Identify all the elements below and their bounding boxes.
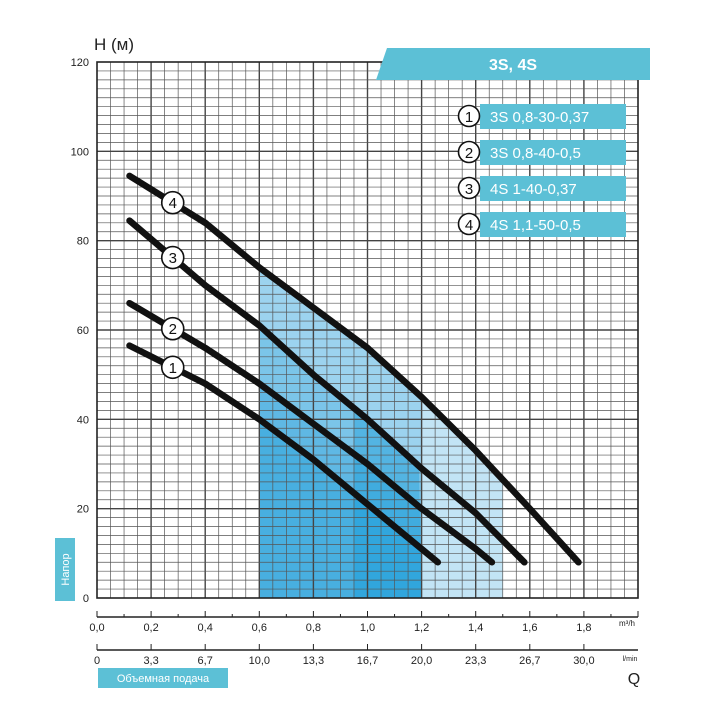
legend-item-2: 2 3S 0,8-40-0,5 xyxy=(457,140,626,165)
legend-item-1: 1 3S 0,8-30-0,37 xyxy=(457,104,626,129)
x-tick-label: 0,4 xyxy=(198,622,213,634)
lmin-tick-label: 3,3 xyxy=(143,655,158,667)
x-unit-lmin: l/min xyxy=(623,656,638,663)
legend-label-2: 3S 0,8-40-0,5 xyxy=(490,145,581,162)
y-tick-label: 80 xyxy=(77,236,89,248)
curve-marker-label-1: 1 xyxy=(169,360,177,377)
title-banner xyxy=(376,48,650,80)
x-unit-m3h: m³/h xyxy=(619,619,635,628)
x-tick-label: 0,2 xyxy=(143,622,158,634)
lmin-tick-label: 30,0 xyxy=(573,655,594,667)
curve-marker-1 xyxy=(160,355,185,380)
y-label-tab xyxy=(55,538,75,601)
lmin-tick-label: 23,3 xyxy=(465,655,486,667)
y-label-vertical: Напор xyxy=(60,553,72,585)
x-tick-label: 1,4 xyxy=(468,622,483,634)
x-axis-letter: Q xyxy=(628,671,640,688)
y-tick-label: 100 xyxy=(71,146,89,158)
y-tick-label: 0 xyxy=(83,593,89,605)
plot-frame xyxy=(96,61,639,599)
chart-title: 3S, 4S xyxy=(489,57,537,74)
x-label-tab xyxy=(98,668,228,688)
curve-markers: 1 2 3 4 xyxy=(160,190,185,380)
y-tick-label: 60 xyxy=(77,325,89,337)
x-label: Объемная подача xyxy=(117,673,210,685)
legend-number-1: 1 xyxy=(465,109,473,126)
legend: 1 3S 0,8-30-0,37 2 3S 0,8-40-0,5 3 4S 1-… xyxy=(457,104,626,237)
legend-label-3: 4S 1-40-0,37 xyxy=(490,181,577,198)
tick-labels: 0,0 0,2 0,4 0,6 0,8 1,0 1,2 1,4 1,6 1,8 0 3,3 6,7 10,… xyxy=(71,57,595,667)
curve-marker-label-2: 2 xyxy=(169,321,177,338)
curve-marker-label-3: 3 xyxy=(169,250,177,267)
lmin-tick-label: 16,7 xyxy=(357,655,378,667)
x-tick-label: 0,8 xyxy=(306,622,321,634)
series-line-1 xyxy=(126,342,442,566)
lmin-tick-label: 10,0 xyxy=(249,655,270,667)
lmin-tick-label: 13,3 xyxy=(303,655,324,667)
curve-marker-3 xyxy=(160,245,185,270)
x-tick-label: 1,6 xyxy=(522,622,537,634)
curve-marker-4 xyxy=(160,190,185,215)
legend-label-1: 3S 0,8-30-0,37 xyxy=(490,109,589,126)
series-line-3 xyxy=(126,217,528,566)
series-line-2 xyxy=(126,299,496,566)
legend-item-4: 4 4S 1,1-50-0,5 xyxy=(457,212,626,237)
curve-marker-2 xyxy=(160,316,185,341)
y-axis-title: H (м) xyxy=(94,35,134,54)
legend-number-4: 4 xyxy=(465,217,473,234)
y-tick-label: 40 xyxy=(77,414,89,426)
x-tick-label: 1,2 xyxy=(414,622,429,634)
y-tick-label: 20 xyxy=(77,504,89,516)
x-tick-label: 1,0 xyxy=(360,622,375,634)
lmin-tick-label: 0 xyxy=(94,655,100,667)
y-tick-label: 120 xyxy=(71,57,89,69)
x-tick-label: 1,8 xyxy=(576,622,591,634)
lmin-tick-label: 26,7 xyxy=(519,655,540,667)
legend-item-3: 3 4S 1-40-0,37 xyxy=(457,176,626,201)
legend-label-4: 4S 1,1-50-0,5 xyxy=(490,217,581,234)
legend-number-3: 3 xyxy=(465,181,473,198)
lmin-tick-label: 20,0 xyxy=(411,655,432,667)
x-tick-label: 0,0 xyxy=(89,622,104,634)
curve-marker-label-4: 4 xyxy=(169,195,177,212)
lmin-tick-label: 6,7 xyxy=(198,655,213,667)
curves xyxy=(126,172,582,566)
series-line-4 xyxy=(126,172,582,566)
x-tick-label: 0,6 xyxy=(252,622,267,634)
axes xyxy=(96,61,639,651)
legend-number-2: 2 xyxy=(465,145,473,162)
